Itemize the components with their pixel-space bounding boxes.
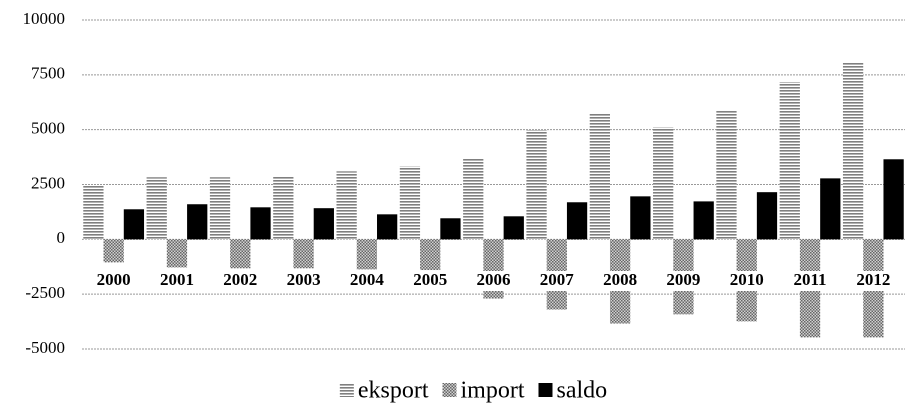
bar (293, 239, 314, 269)
x-tick-label: 2001 (160, 270, 194, 289)
x-tick-label: 2008 (603, 270, 637, 289)
category-label-bg (790, 271, 830, 291)
bar (756, 192, 778, 240)
bar (123, 209, 145, 240)
bar (377, 214, 398, 240)
category-label-bg (600, 271, 641, 291)
x-tick-label: 2006 (477, 270, 511, 289)
legend-label: eksport (358, 378, 429, 404)
bar (399, 166, 421, 240)
category-label-bg (410, 271, 451, 291)
category-label-bg (346, 271, 387, 291)
bar (420, 239, 441, 271)
category-label-bg (663, 271, 704, 291)
y-tick-label: -2500 (25, 283, 65, 302)
bar (250, 207, 271, 240)
y-tick-label: 10000 (23, 9, 66, 28)
x-tick-label: 2005 (413, 270, 447, 289)
legend-swatch (538, 383, 553, 397)
legend-swatch (339, 383, 354, 397)
bar (716, 111, 737, 240)
bar (526, 130, 547, 240)
bar (630, 196, 651, 240)
x-tick-label: 2003 (287, 270, 321, 289)
bar (336, 171, 357, 240)
x-tick-label: 2004 (350, 270, 385, 289)
bar (103, 239, 124, 263)
x-tick-label: 2012 (856, 270, 890, 289)
bar (313, 208, 334, 240)
bar (440, 218, 461, 240)
y-tick-label: 5000 (31, 119, 65, 138)
bar (820, 178, 841, 240)
x-tick-label: 2000 (97, 270, 131, 289)
x-tick-label: 2009 (666, 270, 700, 289)
bar (589, 113, 610, 240)
category-label-bg (220, 271, 261, 291)
y-tick-label: -5000 (25, 338, 65, 357)
category-label-bg (156, 271, 197, 291)
category-label-bg (853, 271, 894, 291)
category-label-bg (93, 271, 134, 291)
x-tick-label: 2010 (730, 270, 764, 289)
category-label-bg (283, 271, 324, 291)
bar (209, 177, 231, 240)
category-label-bg (473, 271, 514, 291)
bar (842, 62, 864, 240)
bar (566, 202, 588, 240)
category-label-bg (726, 271, 767, 291)
y-tick-label: 0 (57, 228, 66, 247)
bar (883, 159, 904, 240)
bar (83, 185, 104, 240)
bar (779, 82, 800, 240)
bar (463, 158, 484, 240)
y-tick-label: 2500 (31, 173, 65, 192)
bar (503, 216, 524, 240)
y-tick-label: 7500 (31, 64, 65, 83)
x-tick-label: 2007 (540, 270, 575, 289)
x-tick-label: 2002 (223, 270, 257, 289)
bar (230, 239, 251, 269)
bar (166, 239, 188, 268)
bar (187, 204, 208, 240)
bar (273, 176, 294, 240)
legend-label: import (460, 378, 524, 404)
bar (146, 177, 167, 240)
legend-label: saldo (556, 378, 607, 404)
legend-swatch (442, 383, 457, 397)
category-label-bg (536, 271, 577, 291)
bar (653, 127, 674, 240)
bar (693, 201, 714, 240)
x-tick-label: 2011 (794, 270, 827, 289)
bar (356, 239, 378, 270)
